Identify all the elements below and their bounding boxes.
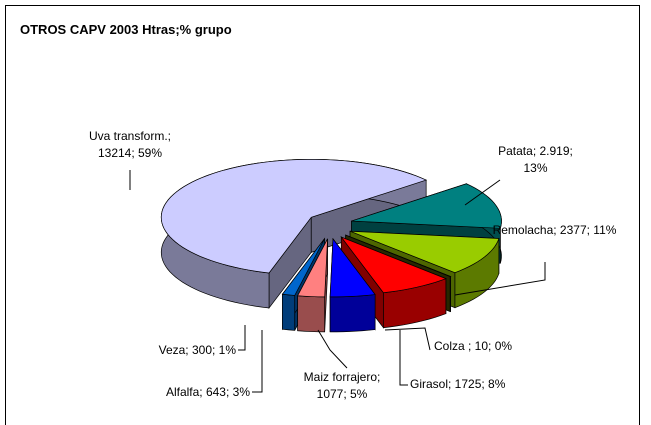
leader xyxy=(464,179,501,206)
slice-side xyxy=(282,293,296,331)
data-label: Girasol; 1725; 8% xyxy=(410,377,506,391)
pie xyxy=(160,159,502,333)
leader xyxy=(384,327,431,351)
leaders xyxy=(129,170,546,393)
slice xyxy=(281,238,325,296)
slice-side xyxy=(297,295,326,333)
leader xyxy=(454,262,546,296)
leader xyxy=(252,330,263,393)
data-label: Veza; 300; 1% xyxy=(158,343,236,357)
data-label: Patata; 2.919; 13% xyxy=(498,144,573,175)
slice xyxy=(340,236,447,294)
slice xyxy=(351,183,502,229)
data-label: Uva transform.; 13214; 59% xyxy=(88,129,172,160)
leader xyxy=(399,330,408,386)
slice xyxy=(349,230,500,274)
slice xyxy=(345,234,452,277)
slice-side xyxy=(329,294,376,333)
slice xyxy=(160,159,428,274)
data-label: Colza ; 10; 0% xyxy=(434,339,513,353)
frame xyxy=(5,5,640,425)
data-label: Alfalfa; 643; 3% xyxy=(165,385,250,399)
data-label: Remolacha; 2377; 11% xyxy=(492,223,617,237)
data-label: Maiz forrajero; 1077; 5% xyxy=(303,370,381,401)
chart-title: OTROS CAPV 2003 Htras;% grupo xyxy=(20,22,232,37)
leader xyxy=(317,329,348,369)
slice xyxy=(297,238,328,298)
leader xyxy=(238,325,246,351)
slice xyxy=(329,237,376,298)
